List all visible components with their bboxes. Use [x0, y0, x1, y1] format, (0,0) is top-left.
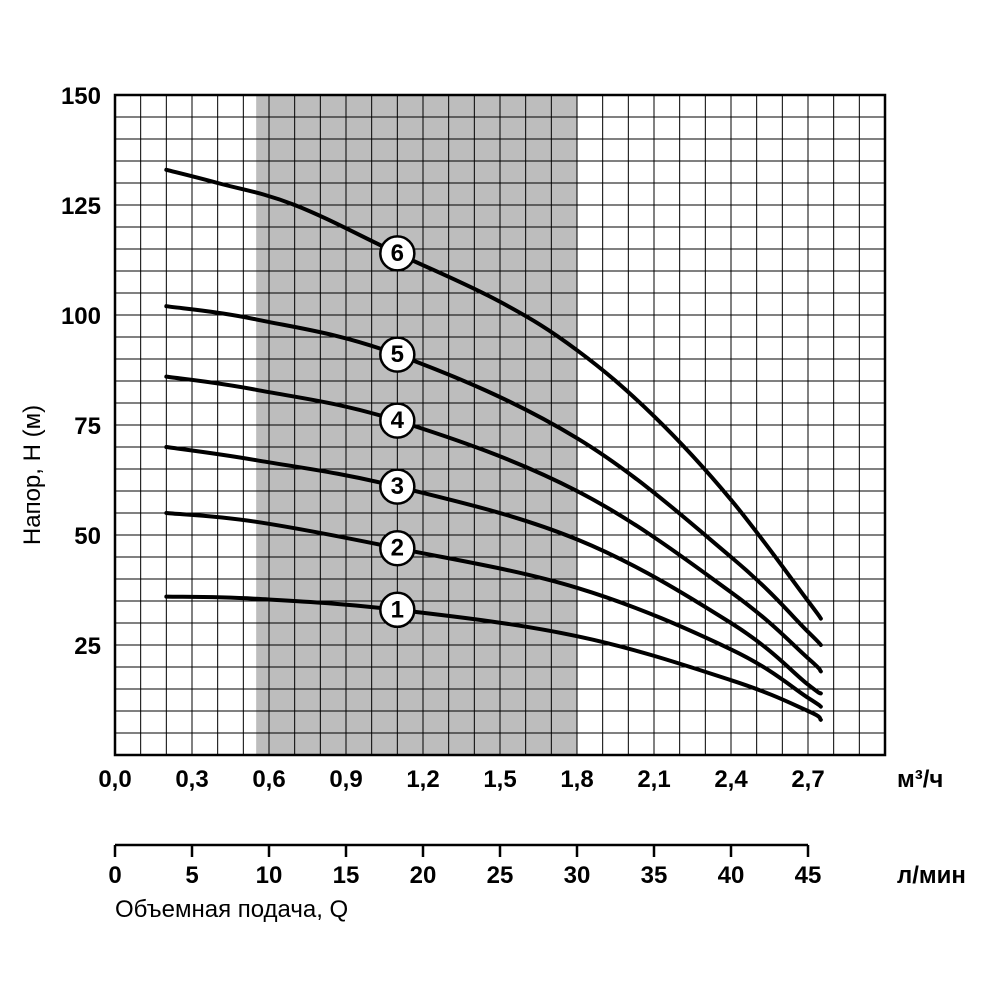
xtick-secondary: 25 [487, 862, 514, 889]
xtick-secondary: 40 [718, 862, 745, 889]
ytick: 25 [74, 633, 101, 660]
ytick: 50 [74, 523, 101, 550]
xtick-primary: 1,2 [406, 766, 439, 793]
xtick-primary: 1,8 [560, 766, 593, 793]
y-axis-title: Напор, H (м) [19, 405, 46, 545]
curve-label-text-3: 3 [391, 473, 404, 500]
x-primary-unit: м³/ч [897, 766, 943, 793]
xtick-primary: 0,9 [329, 766, 362, 793]
xtick-secondary: 15 [333, 862, 360, 889]
pump-performance-chart: 123456255075100125150Напор, H (м)0,00,30… [0, 0, 1000, 1000]
x-secondary-unit: л/мин [897, 862, 966, 889]
curve-label-text-5: 5 [391, 341, 404, 368]
xtick-secondary: 5 [185, 862, 198, 889]
xtick-primary: 0,6 [252, 766, 285, 793]
xtick-primary: 1,5 [483, 766, 516, 793]
xtick-primary: 2,1 [637, 766, 670, 793]
xtick-primary: 0,0 [98, 766, 131, 793]
xtick-secondary: 45 [795, 862, 822, 889]
ytick: 125 [61, 193, 101, 220]
x-axis-title: Объемная подача, Q [115, 896, 348, 923]
xtick-secondary: 0 [108, 862, 121, 889]
curve-label-text-4: 4 [391, 407, 405, 434]
curve-label-text-6: 6 [391, 240, 404, 267]
xtick-secondary: 20 [410, 862, 437, 889]
ytick: 150 [61, 83, 101, 110]
xtick-secondary: 30 [564, 862, 591, 889]
curve-label-text-1: 1 [391, 596, 404, 623]
ytick: 75 [74, 413, 101, 440]
ytick: 100 [61, 303, 101, 330]
curve-label-text-2: 2 [391, 535, 404, 562]
xtick-primary: 0,3 [175, 766, 208, 793]
xtick-secondary: 35 [641, 862, 668, 889]
xtick-primary: 2,7 [791, 766, 824, 793]
xtick-primary: 2,4 [714, 766, 748, 793]
xtick-secondary: 10 [256, 862, 283, 889]
